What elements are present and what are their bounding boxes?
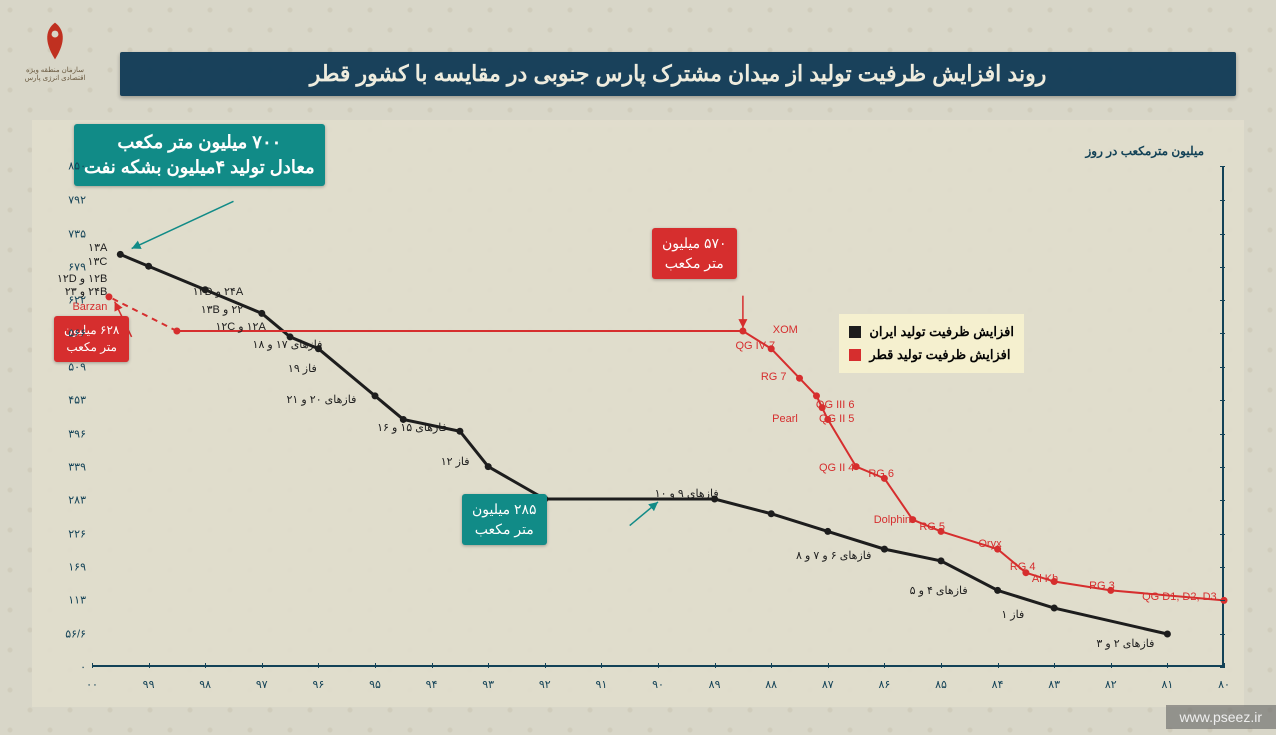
y-tick-label: ۵۶۶ bbox=[68, 327, 86, 340]
series-label: فازهای ۶ و ۷ و ۸ bbox=[796, 549, 871, 562]
legend: افزایش ظرفیت تولید ایران افزایش ظرفیت تو… bbox=[839, 314, 1024, 373]
x-tick-label: ۹۵ bbox=[369, 678, 381, 691]
series-label: QG D1, D2, D3 bbox=[1142, 591, 1217, 603]
y-tick-label: ۰ bbox=[80, 661, 86, 674]
x-tick-label: ۸۷ bbox=[822, 678, 834, 691]
callout-285: ۲۸۵ میلیون متر مکعب bbox=[462, 494, 547, 545]
y-tick-label: ۵۶/۶ bbox=[65, 627, 86, 640]
series-label: RG 3 bbox=[1089, 580, 1115, 592]
qatar-series-line bbox=[177, 331, 1224, 600]
x-tick-label: ۹۳ bbox=[482, 678, 494, 691]
series-label: Dolphin bbox=[874, 514, 911, 526]
legend-qatar-swatch bbox=[849, 349, 861, 361]
x-tick-label: ۸۶ bbox=[878, 678, 890, 691]
y-tick-label: ۷۳۵ bbox=[68, 227, 86, 240]
series-label: RG 4 bbox=[1010, 561, 1036, 573]
callout-628: ۶۲۸ میلیون متر مکعب bbox=[54, 316, 129, 362]
series-label: Al Kh bbox=[1032, 573, 1058, 585]
callout-570: ۵۷۰ میلیون متر مکعب bbox=[652, 228, 737, 279]
x-tick-label: ۸۵ bbox=[935, 678, 947, 691]
x-tick-label: ۹۰ bbox=[652, 678, 664, 691]
series-label: QG III 6 bbox=[816, 399, 855, 411]
x-tick-label: ۸۱ bbox=[1161, 678, 1173, 691]
legend-iran-swatch bbox=[849, 326, 861, 338]
series-label: فازهای ۲ و ۳ bbox=[1096, 637, 1154, 650]
series-label: فازهای ۴ و ۵ bbox=[910, 584, 968, 597]
title-bar: روند افزایش ظرفیت تولید از میدان مشترک پ… bbox=[120, 52, 1236, 96]
series-label: ۱۳A bbox=[88, 241, 107, 254]
x-tick-label: ۹۷ bbox=[256, 678, 268, 691]
y-tick-label: ۱۶۹ bbox=[68, 561, 86, 574]
y-tick-label: ۶۲۲ bbox=[68, 294, 86, 307]
footer-url: www.pseez.ir bbox=[1166, 705, 1276, 729]
x-tick-label: ۸۳ bbox=[1048, 678, 1060, 691]
series-label: QG IV 7 bbox=[735, 340, 775, 352]
y-tick-label: ۳۹۶ bbox=[68, 427, 86, 440]
y-tick-label: ۸۵۰ bbox=[68, 160, 86, 173]
legend-iran-label: افزایش ظرفیت تولید ایران bbox=[869, 320, 1014, 343]
series-label: RG 6 bbox=[868, 468, 894, 480]
y-tick-label: ۶۷۹ bbox=[68, 260, 86, 273]
y-tick-label: ۷۹۲ bbox=[68, 194, 86, 207]
series-label: فازهای ۱۷ و ۱۸ bbox=[253, 338, 323, 351]
series-label: فاز ۱۹ bbox=[288, 362, 317, 375]
legend-qatar: افزایش ظرفیت تولید قطر bbox=[849, 343, 1014, 366]
x-tick-label: ۸۴ bbox=[992, 678, 1004, 691]
series-label: ۲۲ و ۱۳B bbox=[201, 303, 243, 316]
y-tick-label: ۳۳۹ bbox=[68, 461, 86, 474]
y-axis-title: میلیون مترمکعب در روز bbox=[1086, 144, 1204, 158]
x-tick-label: ۸۲ bbox=[1105, 678, 1117, 691]
series-label: XOM bbox=[773, 324, 798, 336]
series-label: RG 7 bbox=[761, 371, 787, 383]
callout-700: ۷۰۰ میلیون متر مکعب معادل تولید ۴میلیون … bbox=[74, 124, 325, 186]
page-title: روند افزایش ظرفیت تولید از میدان مشترک پ… bbox=[310, 61, 1047, 87]
series-label: Pearl bbox=[772, 413, 798, 425]
iran-markers bbox=[117, 251, 1171, 638]
y-tick-label: ۴۵۳ bbox=[68, 393, 86, 406]
series-label: RG 5 bbox=[919, 521, 945, 533]
x-tick-label: ۹۲ bbox=[539, 678, 551, 691]
x-tick-label: ۸۹ bbox=[709, 678, 721, 691]
series-label: QG II 4 bbox=[819, 462, 854, 474]
series-label: ۱۲A و ۱۲C bbox=[215, 320, 265, 333]
x-tick-label: ۸۰ bbox=[1218, 678, 1230, 691]
y-tick-label: ۲۸۳ bbox=[68, 494, 86, 507]
series-label: فازهای ۲۰ و ۲۱ bbox=[287, 393, 357, 406]
x-tick-label: ۸۸ bbox=[765, 678, 777, 691]
series-label: QG II 5 bbox=[819, 413, 854, 425]
x-tick-label: ۹۶ bbox=[312, 678, 324, 691]
legend-iran: افزایش ظرفیت تولید ایران bbox=[849, 320, 1014, 343]
series-label: فاز ۱۲ bbox=[441, 455, 470, 468]
series-label: فازهای ۹ و ۱۰ bbox=[655, 487, 719, 500]
x-tick-label: ۹۱ bbox=[595, 678, 607, 691]
y-tick-label: ۵۰۹ bbox=[68, 360, 86, 373]
series-label: ۱۳C bbox=[88, 255, 108, 268]
x-tick-label: ۰۰ bbox=[86, 678, 98, 691]
y-tick-label: ۲۲۶ bbox=[68, 527, 86, 540]
x-tick-label: ۹۹ bbox=[143, 678, 155, 691]
x-tick-label: ۹۸ bbox=[199, 678, 211, 691]
series-label: فازهای ۱۵ و ۱۶ bbox=[377, 421, 447, 434]
series-label: ۲۴A و ۱۳D bbox=[193, 285, 243, 298]
legend-qatar-label: افزایش ظرفیت تولید قطر bbox=[869, 343, 1010, 366]
y-tick-label: ۱۱۳ bbox=[68, 594, 86, 607]
org-logo: سازمان منطقه ویژه اقتصادی انرژی پارس bbox=[20, 18, 90, 88]
x-tick-label: ۹۴ bbox=[426, 678, 438, 691]
series-label: ۱۲B و ۱۲D bbox=[57, 272, 107, 285]
logo-caption: سازمان منطقه ویژه اقتصادی انرژی پارس bbox=[20, 66, 90, 82]
iran-series-line bbox=[120, 254, 1167, 634]
series-label: Oryx bbox=[978, 538, 1001, 550]
series-label: فاز ۱ bbox=[1001, 608, 1024, 621]
chart-frame: میلیون مترمکعب در روز bbox=[32, 120, 1244, 707]
